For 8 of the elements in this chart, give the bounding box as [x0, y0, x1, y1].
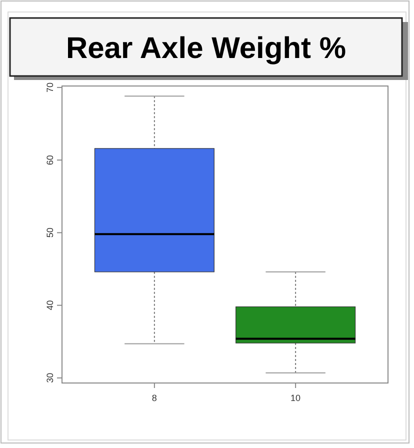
x-tick-label: 10 [290, 393, 301, 403]
y-tick-label: 70 [45, 82, 55, 92]
y-tick-label: 50 [45, 228, 55, 238]
y-tick-label: 60 [45, 155, 55, 166]
y-tick-label: 30 [45, 372, 55, 383]
x-tick-label: 8 [152, 393, 157, 403]
chart-title: Rear Axle Weight % [66, 32, 346, 65]
y-tick-label: 40 [45, 300, 55, 310]
